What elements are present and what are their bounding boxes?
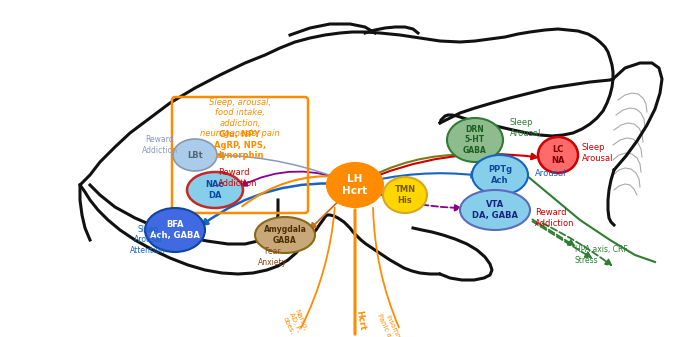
- Ellipse shape: [173, 139, 217, 171]
- Ellipse shape: [447, 118, 503, 162]
- Text: LBt: LBt: [187, 151, 203, 159]
- Ellipse shape: [255, 217, 315, 253]
- Text: Sleep
Arousal
Attention: Sleep Arousal Attention: [130, 225, 166, 255]
- Ellipse shape: [327, 163, 383, 207]
- Ellipse shape: [383, 177, 427, 213]
- Text: Glu, NPY
AgRP, NPS,
dynorphin: Glu, NPY AgRP, NPS, dynorphin: [214, 130, 266, 160]
- Ellipse shape: [460, 190, 530, 230]
- Text: NAc
DA: NAc DA: [206, 180, 224, 200]
- Text: Reward
Addiction: Reward Addiction: [535, 208, 575, 228]
- Text: BFA
Ach, GABA: BFA Ach, GABA: [150, 220, 200, 240]
- Text: PPTg
Ach: PPTg Ach: [488, 165, 512, 185]
- Text: Reward
Addiction: Reward Addiction: [218, 168, 258, 188]
- Text: Reward
Addiction: Reward Addiction: [142, 135, 178, 155]
- Text: VTA
DA, GABA: VTA DA, GABA: [472, 200, 518, 220]
- Text: Fear
Anxiety: Fear Anxiety: [258, 247, 288, 267]
- Text: Arousal: Arousal: [535, 168, 566, 178]
- Text: Sleep
Arousal: Sleep Arousal: [510, 118, 542, 138]
- Text: Insomn.
Panic anx.: Insomn. Panic anx.: [377, 310, 403, 337]
- Ellipse shape: [187, 172, 243, 208]
- Text: DRN
5-HT
GABA: DRN 5-HT GABA: [463, 125, 487, 155]
- Text: HPA axis, CRF
Stress: HPA axis, CRF Stress: [575, 245, 627, 265]
- Ellipse shape: [145, 208, 205, 252]
- Text: Sleep, arousal,
food intake,
addiction,
neurogenesis, pain: Sleep, arousal, food intake, addiction, …: [200, 98, 279, 138]
- Text: LH
Hcrt: LH Hcrt: [342, 174, 368, 196]
- Ellipse shape: [538, 137, 578, 173]
- Text: LC
NA: LC NA: [551, 145, 564, 165]
- Text: Narco,
AD, P,
obes.: Narco, AD, P, obes.: [281, 308, 309, 337]
- Text: TMN
His: TMN His: [395, 185, 416, 205]
- Text: Sleep
Arousal: Sleep Arousal: [582, 143, 614, 163]
- Ellipse shape: [472, 155, 528, 195]
- Text: Hcrt: Hcrt: [354, 310, 366, 332]
- Text: Amygdala
GABA: Amygdala GABA: [264, 225, 306, 245]
